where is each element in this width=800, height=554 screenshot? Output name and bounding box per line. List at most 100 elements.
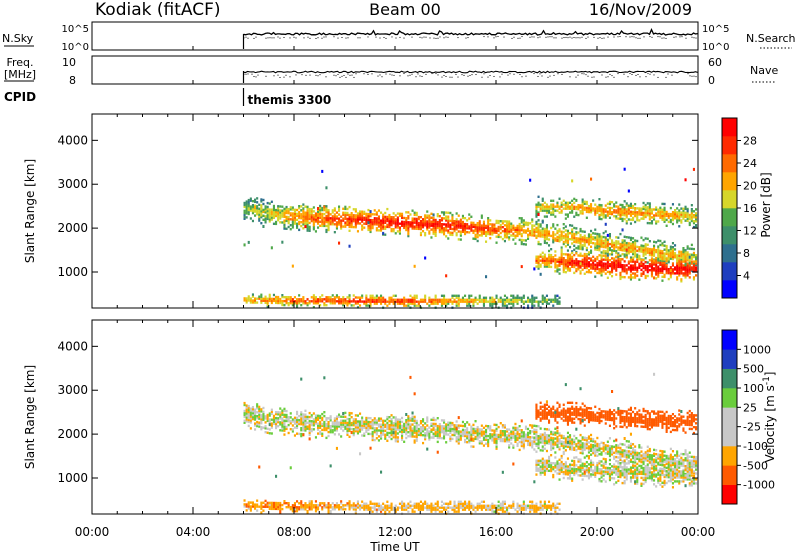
power-cell <box>625 208 628 211</box>
nave-dot <box>581 73 583 75</box>
velocity-cell <box>493 506 496 509</box>
power-cell <box>598 203 601 207</box>
noise-dot <box>367 36 369 38</box>
velocity-cell <box>478 432 481 435</box>
velocity-cell <box>272 503 275 507</box>
power-cell <box>361 300 364 303</box>
power-cell <box>440 211 443 214</box>
velocity-cell <box>277 419 280 422</box>
velocity-cell <box>359 422 362 425</box>
power-cell <box>348 215 351 219</box>
velocity-cell <box>285 506 288 509</box>
power-cell <box>398 302 401 305</box>
velocity-cell <box>380 431 383 434</box>
power-cell <box>569 253 572 256</box>
velocity-cell <box>380 506 383 509</box>
velocity-cell <box>249 413 252 416</box>
velocity-cell <box>281 423 284 426</box>
power-cell <box>321 218 324 222</box>
power-cell <box>405 228 408 232</box>
velocity-cell <box>468 431 471 434</box>
power-cell <box>669 220 672 224</box>
velocity-cell <box>451 421 454 425</box>
power-cell <box>642 270 645 274</box>
power-cell <box>676 272 679 275</box>
noise-dot <box>673 36 675 38</box>
power-cell <box>296 298 299 301</box>
velocity-cell <box>449 421 452 425</box>
nave-dot <box>591 76 593 78</box>
velocity-cell <box>384 437 387 440</box>
velocity-cell <box>314 510 317 513</box>
velocity-cell <box>487 427 490 430</box>
power-cell <box>695 259 698 263</box>
power-cell <box>415 217 418 221</box>
velocity-cell <box>256 417 259 420</box>
noise-dot <box>423 36 425 38</box>
power-cell <box>413 225 416 228</box>
power-cell <box>419 233 422 237</box>
power-cell <box>634 243 637 246</box>
velocity-cell <box>296 432 299 435</box>
power-cell <box>417 225 420 229</box>
noise-dot <box>563 37 565 39</box>
power-cell <box>550 300 553 303</box>
power-cell <box>512 300 515 303</box>
power-cell <box>296 302 299 305</box>
velocity-cell <box>478 434 481 437</box>
power-cell <box>325 186 328 190</box>
power-cell <box>606 212 609 215</box>
power-cell <box>470 221 473 224</box>
power-cell <box>419 300 422 303</box>
power-cell <box>571 238 574 241</box>
power-cell <box>369 214 372 218</box>
power-cell <box>657 267 660 270</box>
power-cell <box>270 246 273 250</box>
power-cell <box>659 216 662 219</box>
velocity-cell <box>296 416 299 420</box>
power-cell <box>245 202 248 205</box>
power-cell <box>298 300 301 303</box>
power-cell <box>600 258 603 261</box>
power-cell <box>541 255 544 258</box>
power-cell <box>480 298 483 301</box>
power-cell <box>497 225 500 229</box>
power-cell <box>650 259 653 262</box>
velocity-cell <box>506 506 509 509</box>
power-cell <box>684 249 687 252</box>
velocity-cell <box>279 509 282 513</box>
power-cell <box>350 300 353 303</box>
velocity-cell <box>518 432 521 436</box>
power-cell <box>577 247 580 250</box>
velocity-cell <box>369 426 372 430</box>
velocity-cell <box>472 504 475 507</box>
power-cell <box>501 302 504 305</box>
velocity-cell <box>489 508 492 511</box>
power-cell <box>476 222 479 225</box>
velocity-cell <box>426 508 429 511</box>
power-cell <box>625 245 628 249</box>
power-cell <box>642 264 645 268</box>
power-cell <box>268 212 271 215</box>
velocity-cell <box>382 419 385 422</box>
velocity-cell <box>268 420 271 423</box>
velocity-cell <box>398 502 401 505</box>
power-cell <box>621 239 624 242</box>
power-cell <box>312 206 315 209</box>
power-cell <box>499 220 502 223</box>
velocity-cell <box>382 425 385 428</box>
velocity-cell <box>461 430 464 434</box>
power-cell <box>598 247 601 250</box>
power-cell <box>503 224 506 227</box>
power-cell <box>665 258 668 261</box>
power-cell <box>424 294 427 297</box>
velocity-cell <box>275 411 278 414</box>
velocity-cell <box>516 430 519 434</box>
velocity-cell <box>310 504 313 507</box>
power-cell <box>468 294 471 297</box>
power-cell <box>443 296 446 299</box>
power-cell <box>663 265 666 269</box>
power-cell <box>407 234 410 238</box>
power-cell <box>285 227 288 230</box>
power-cell <box>634 209 637 212</box>
